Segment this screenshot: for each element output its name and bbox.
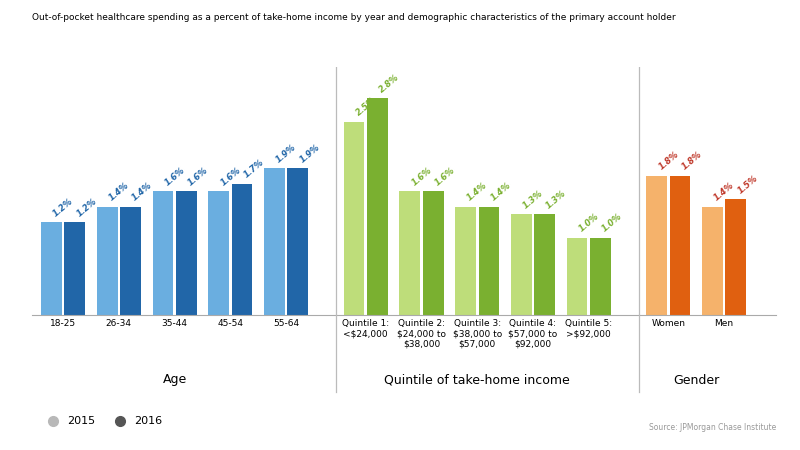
Bar [422, 191, 443, 315]
Text: Out-of-pocket healthcare spending as a percent of take-home income by year and d: Out-of-pocket healthcare spending as a p… [32, 14, 676, 22]
Bar [478, 207, 499, 315]
Bar [97, 207, 118, 315]
Bar [153, 191, 174, 315]
Text: 1.9%: 1.9% [274, 142, 298, 164]
Text: 1.4%: 1.4% [489, 181, 513, 203]
Bar [176, 191, 197, 315]
Legend: 2015, 2016: 2015, 2016 [38, 412, 167, 431]
Text: 1.9%: 1.9% [298, 142, 322, 164]
Text: 2.5%: 2.5% [354, 96, 378, 118]
Text: 1.6%: 1.6% [410, 166, 434, 187]
Bar [511, 215, 532, 315]
Text: 1.4%: 1.4% [107, 181, 130, 203]
Bar [65, 222, 85, 315]
Text: 1.4%: 1.4% [713, 181, 736, 203]
Bar [534, 215, 555, 315]
Bar [399, 191, 420, 315]
Bar [646, 176, 667, 315]
Bar [590, 238, 610, 315]
Text: 1.3%: 1.3% [545, 189, 568, 211]
Text: Gender: Gender [673, 374, 719, 387]
Bar [702, 207, 723, 315]
Text: Source: JPMorgan Chase Institute: Source: JPMorgan Chase Institute [649, 423, 776, 432]
Text: 2.8%: 2.8% [378, 73, 401, 94]
Bar [726, 199, 746, 315]
Text: 1.3%: 1.3% [522, 189, 545, 211]
Bar [264, 168, 285, 315]
Bar [41, 222, 62, 315]
Text: 1.5%: 1.5% [736, 173, 759, 195]
Text: 1.6%: 1.6% [433, 166, 457, 187]
Bar [670, 176, 690, 315]
Bar [287, 168, 308, 315]
Text: 1.6%: 1.6% [218, 166, 242, 187]
Bar [344, 122, 365, 315]
Text: Age: Age [162, 374, 186, 387]
Text: 1.0%: 1.0% [600, 212, 624, 234]
Bar [367, 99, 388, 315]
Text: 1.8%: 1.8% [657, 150, 680, 172]
Text: 1.6%: 1.6% [163, 166, 186, 187]
Text: 1.2%: 1.2% [51, 197, 75, 218]
Text: 1.7%: 1.7% [242, 158, 266, 180]
Text: 1.8%: 1.8% [680, 150, 704, 172]
Bar [120, 207, 141, 315]
Text: 1.6%: 1.6% [186, 166, 210, 187]
Bar [455, 207, 476, 315]
Bar [232, 184, 252, 315]
Bar [208, 191, 229, 315]
Bar [566, 238, 587, 315]
Text: 1.2%: 1.2% [74, 197, 98, 218]
Text: 1.0%: 1.0% [577, 212, 601, 234]
Text: 1.4%: 1.4% [130, 181, 154, 203]
Text: Quintile of take-home income: Quintile of take-home income [384, 374, 570, 387]
Text: 1.4%: 1.4% [466, 181, 489, 203]
